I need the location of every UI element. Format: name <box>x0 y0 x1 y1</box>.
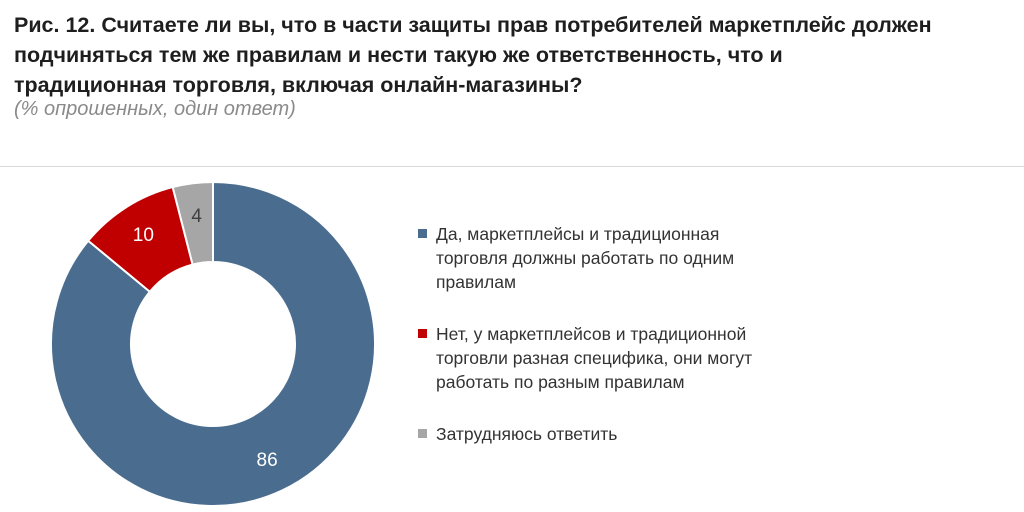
slice-yes <box>50 180 376 507</box>
legend-item-unsure: Затрудняюсь ответить <box>418 422 818 446</box>
chart-title: Рис. 12. Считаете ли вы, что в части защ… <box>14 10 1014 100</box>
legend-swatch <box>418 329 427 338</box>
title-line: Рис. 12. Считаете ли вы, что в части защ… <box>14 13 932 37</box>
legend-label: Затрудняюсь ответить <box>436 424 618 444</box>
data-label: 86 <box>257 450 278 471</box>
legend-swatch <box>418 229 427 238</box>
legend-label: Да, маркетплейсы и традиционная торговля… <box>436 224 735 292</box>
chart-subtitle: (% опрошенных, один ответ) <box>14 98 296 120</box>
legend-item-no: Нет, у маркетплейсов и традиционной торг… <box>418 322 818 394</box>
slice-unsure <box>171 180 214 266</box>
title-line: подчиняться тем же правилам и нести таку… <box>14 43 783 67</box>
title-line: традиционная торговля, включая онлайн-ма… <box>14 73 583 97</box>
legend-swatch <box>418 429 427 438</box>
legend-item-yes: Да, маркетплейсы и традиционная торговля… <box>418 222 818 294</box>
donut-chart: 86 10 4 <box>50 180 376 507</box>
legend-label: Нет, у маркетплейсов и традиционной торг… <box>436 324 753 392</box>
legend: Да, маркетплейсы и традиционная торговля… <box>418 222 818 474</box>
divider <box>0 166 1024 167</box>
data-label: 4 <box>191 206 202 227</box>
data-label: 10 <box>133 225 154 246</box>
